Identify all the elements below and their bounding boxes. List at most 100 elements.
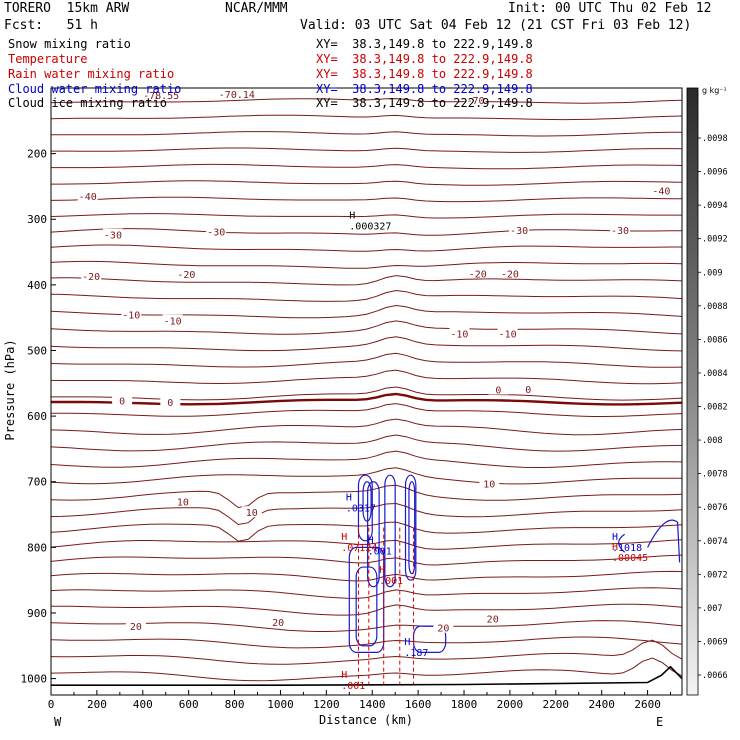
temperature-contour-label: -30 [207, 227, 225, 238]
temperature-isotherm [51, 336, 682, 352]
temperature-isotherm [51, 147, 682, 153]
field-xy-snow: XY= 38.3,149.8 to 222.9,149.8 [316, 37, 533, 51]
contour-label-bg [488, 383, 509, 395]
temperature-contour-label: 0 [525, 385, 531, 396]
cloud-water-contour [647, 519, 681, 563]
x-tick-label: 2600 [634, 698, 661, 711]
temperature-isotherm [51, 163, 682, 170]
temperature-contour-label: 0 [119, 397, 125, 408]
y-tick-label: 500 [27, 344, 47, 357]
init-time: Init: 00 UTC Thu 02 Feb 12 [508, 1, 712, 16]
temperature-contour-label: -10 [499, 330, 517, 341]
temperature-isotherm [51, 434, 682, 452]
x-end-label-west: W [54, 715, 62, 729]
colorbar-tick-label: .0086 [702, 335, 728, 345]
temperature-isotherm [51, 636, 682, 649]
temperature-contour-label: -10 [450, 330, 468, 341]
temperature-isotherm [51, 289, 682, 302]
colorbar-tick-label: .0074 [702, 537, 728, 547]
temperature-contour-label: -20 [177, 270, 195, 281]
y-tick-label: 200 [27, 148, 47, 161]
temperature-isotherm [51, 228, 682, 236]
extremum-value: .0317 [346, 504, 376, 515]
cloud-water-contour [367, 481, 380, 588]
x-tick-label: 1400 [359, 698, 386, 711]
extremum-marker: H [612, 532, 618, 543]
temperature-isotherm [51, 521, 682, 542]
temperature-isotherm [51, 275, 682, 286]
x-tick-label: 2400 [588, 698, 615, 711]
contour-label-bg [433, 621, 454, 633]
cloud-water-contour [384, 474, 396, 588]
extremum-marker: H [612, 542, 618, 553]
contour-label-bg [610, 224, 631, 236]
contour-label-bg [206, 225, 227, 237]
colorbar-tick-label: .0098 [702, 134, 728, 144]
contour-label-bg [162, 314, 183, 326]
temperature-contour-label: 20 [437, 624, 449, 635]
x-tick-label: 200 [87, 698, 107, 711]
temperature-isotherm [51, 587, 682, 599]
contour-label-bg [465, 94, 486, 106]
contour-labels: -78.55 -70.14 -70 -40 -40 -30 -30 -30 -30 -20 -20 -… [77, 88, 672, 635]
colorbar-tick-label: .0094 [702, 201, 728, 211]
temperature-isotherm [51, 639, 682, 665]
temperature-contour-label: -30 [510, 226, 528, 237]
temperature-contour-label: -20 [82, 272, 100, 283]
temperature-isotherm [51, 657, 682, 682]
contour-label-bg [77, 189, 98, 201]
y-axis-label: Pressure (hPa) [3, 339, 17, 440]
cloud-water-contour [357, 474, 373, 542]
temperature-isotherm [51, 369, 682, 385]
extremum-marker: H [349, 211, 355, 222]
contour-label-bg [121, 308, 142, 320]
temperature-isotherm [51, 620, 682, 632]
temperature-contour-label: -40 [79, 192, 97, 203]
temperature-isotherm [51, 403, 682, 417]
colorbar-tick-label: .0072 [702, 570, 728, 580]
x-axis-label: Distance (km) [319, 713, 413, 727]
contour-label-bg [226, 88, 247, 100]
extremum-marker: H [404, 637, 410, 648]
extremum-value: .001 [368, 546, 392, 557]
y-tick-label: 700 [27, 476, 47, 489]
contour-label-bg [499, 267, 520, 279]
temperature-isotherm [51, 418, 682, 436]
contour-label-bg [112, 394, 133, 406]
contour-label-bg [518, 382, 539, 394]
extremum-marker: H [346, 493, 352, 504]
field-label-temperature: Temperature [8, 52, 88, 66]
extremum-value: .001 [379, 576, 403, 587]
center-title: NCAR/MMM [225, 1, 288, 16]
temperature-isotherm [51, 196, 682, 203]
temperature-contour-label: -30 [611, 226, 629, 237]
extremum-marker: H [368, 535, 374, 546]
x-tick-label: 600 [179, 698, 199, 711]
temperature-contours [51, 98, 682, 682]
y-tick-label: 1000 [21, 673, 48, 686]
x-tick-label: 0 [48, 698, 55, 711]
contour-label-bg [449, 327, 470, 339]
y-tick-label: 300 [27, 213, 47, 226]
temperature-isotherm [51, 467, 682, 485]
axes: 0 200 400 600 800 1000 1200 1400 1600 1800 2000 220… [21, 148, 672, 711]
x-tick-label: 2000 [497, 698, 524, 711]
temperature-contour-label: -10 [122, 311, 140, 322]
field-label-rain: Rain water mixing ratio [8, 67, 175, 81]
temperature-isotherm [51, 603, 682, 616]
temperature-isotherm [51, 554, 682, 566]
field-xy-temperature: XY= 38.3,149.8 to 222.9,149.8 [316, 52, 533, 66]
extremum-marker: H [341, 532, 347, 543]
rain-water-contours [357, 527, 415, 684]
temperature-contour-label: 0 [495, 386, 501, 397]
temperature-isotherm [51, 352, 682, 368]
temperature-isotherm [51, 244, 682, 252]
x-tick-label: 1000 [267, 698, 294, 711]
colorbar-gradient [686, 87, 699, 696]
temperature-isotherm [51, 386, 682, 401]
temperature-contour-label: 10 [246, 508, 258, 519]
colorbar-tick-label: .0084 [702, 369, 728, 379]
field-xy-rain: XY= 38.3,149.8 to 222.9,149.8 [316, 67, 533, 81]
extremum-value: .1018 [612, 543, 642, 554]
contour-label-bg [176, 268, 197, 280]
